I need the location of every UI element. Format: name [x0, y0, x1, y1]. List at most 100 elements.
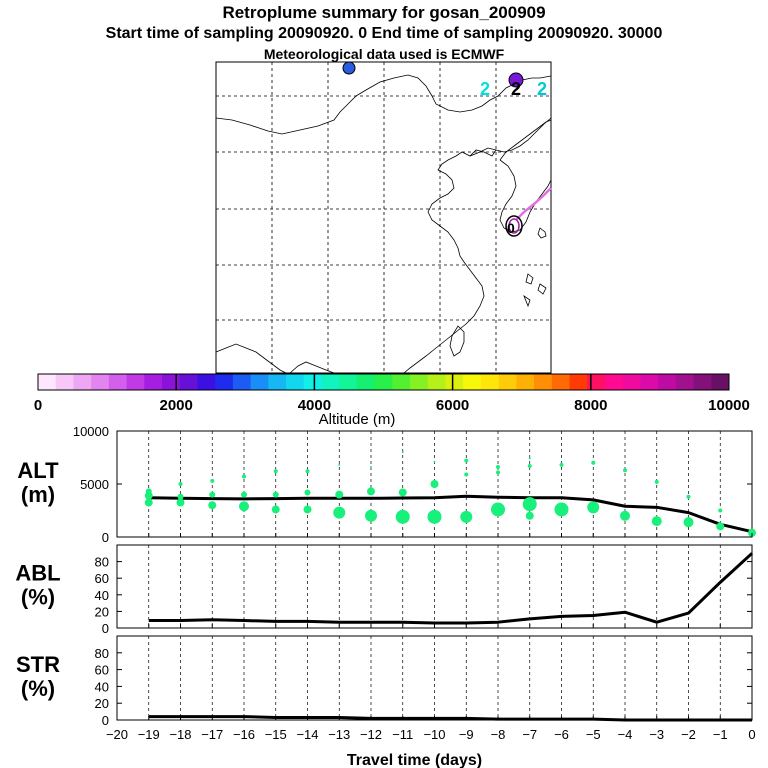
- x-tick-label: −16: [233, 727, 255, 742]
- colorbar-swatch: [250, 374, 269, 390]
- plume-cluster-point: [491, 502, 505, 517]
- colorbar-tick-label: 10000: [708, 397, 750, 414]
- x-tick-label: −12: [360, 727, 382, 742]
- colorbar-swatch: [179, 374, 198, 390]
- plume-cluster-point: [559, 462, 564, 467]
- y-tick-label: 80: [95, 555, 109, 570]
- plume-cluster-point: [303, 505, 312, 514]
- x-tick-label: 0: [748, 727, 755, 742]
- colorbar-swatch: [339, 374, 358, 390]
- plume-cluster-point: [620, 510, 630, 521]
- plume-cluster-point: [398, 488, 407, 497]
- x-tick-label: −18: [169, 727, 191, 742]
- series-line-abl: [148, 552, 754, 625]
- y-tick-label: 60: [95, 571, 109, 586]
- trajectory-path: [515, 187, 552, 221]
- plume-cluster-point: [144, 491, 153, 500]
- plume-cluster-point: [209, 491, 216, 498]
- x-tick-label: −8: [491, 727, 506, 742]
- map-gridlines: [216, 62, 551, 373]
- altitude-colorbar: 0 2000 4000 6000 8000 10000: [34, 373, 750, 414]
- plume-cluster-point: [528, 457, 531, 460]
- colorbar-swatch: [321, 374, 340, 390]
- panel-label: (m): [21, 482, 55, 507]
- plume-cluster-point: [591, 460, 596, 465]
- plume-cluster-point: [554, 502, 569, 517]
- panel-label: (%): [21, 676, 55, 701]
- plume-cluster-point: [623, 468, 627, 473]
- colorbar-swatch: [232, 374, 252, 390]
- x-tick-label: −14: [296, 727, 318, 742]
- plume-centroid-blue: [342, 61, 356, 75]
- panel-alt: 0 5000 10000 ALT(m): [17, 424, 756, 545]
- plume-cluster-point: [525, 511, 534, 520]
- plume-cluster-point: [178, 482, 183, 486]
- colorbar-swatch: [38, 374, 57, 390]
- colorbar-swatch: [551, 374, 570, 390]
- x-tick-label: −4: [618, 727, 633, 742]
- colorbar-swatch: [126, 374, 145, 390]
- x-axis-label: Travel time (days): [347, 752, 482, 768]
- plume-cluster-point: [370, 466, 372, 469]
- x-tick-label: −11: [392, 727, 413, 742]
- plume-cluster-point: [496, 465, 500, 470]
- plume-cluster-point: [241, 491, 247, 498]
- plume-cluster-point: [367, 487, 375, 496]
- colorbar-frame: [37, 373, 730, 391]
- colorbar-swatch: [569, 374, 588, 390]
- y-tick-label: 80: [95, 646, 109, 661]
- colorbar-swatch: [658, 374, 677, 390]
- map-cluster-label-3: 2: [537, 79, 547, 99]
- y-tick-label: 5000: [80, 477, 109, 492]
- plume-cluster-point: [651, 516, 662, 527]
- plume-cluster-point: [433, 460, 436, 463]
- x-tick-label: −1: [713, 727, 728, 742]
- plume-cluster-point: [210, 478, 215, 483]
- colorbar-tick-label: 0: [34, 397, 42, 414]
- colorbar-swatch: [604, 374, 624, 390]
- plume-cluster-point: [273, 469, 278, 474]
- x-tick-label: −2: [681, 727, 696, 742]
- plume-cluster-point: [683, 517, 694, 528]
- panel-label: ABL: [15, 561, 60, 586]
- colorbar-swatch: [356, 374, 376, 390]
- colorbar-swatch: [711, 374, 730, 390]
- colorbar-swatch: [91, 374, 110, 390]
- plume-cluster-point: [522, 497, 537, 512]
- plume-cluster-point: [654, 479, 659, 484]
- series-line-str: [148, 715, 752, 722]
- plume-cluster-point: [401, 451, 404, 454]
- colorbar-swatch: [215, 374, 234, 390]
- y-tick-label: 0: [102, 621, 109, 636]
- figure-title: Retroplume summary for gosan_200909: [222, 3, 546, 22]
- plume-cluster-point: [271, 505, 280, 514]
- x-tick-label: −6: [554, 727, 569, 742]
- plume-centroid-purple: [508, 72, 524, 88]
- plume-cluster-point: [464, 458, 469, 463]
- y-tick-label: 10000: [73, 424, 109, 439]
- y-tick-label: 20: [95, 696, 109, 711]
- y-tick-label: 0: [102, 530, 109, 545]
- colorbar-swatch: [374, 374, 393, 390]
- colorbar-tick-label: 8000: [574, 397, 607, 414]
- release-ring-inner: [508, 218, 520, 234]
- x-tick-label: −7: [522, 727, 537, 742]
- map-cluster-label-1: 2: [480, 79, 490, 99]
- plume-cluster-point: [305, 469, 310, 474]
- plume-cluster-point: [748, 528, 756, 537]
- x-tick-label: −20: [106, 727, 128, 742]
- plume-cluster-point: [272, 491, 279, 498]
- colorbar-swatch: [463, 374, 482, 390]
- plume-cluster-point: [718, 508, 723, 513]
- colorbar-swatch: [498, 374, 517, 390]
- release-site-label: 0: [507, 220, 515, 236]
- plume-cluster-point: [144, 498, 153, 507]
- time-series-panels: 0500010000ALT(m)020406080ABL(%)020406080…: [15, 424, 756, 768]
- colorbar-label: Altitude (m): [319, 411, 396, 428]
- colorbar-swatch: [534, 374, 553, 390]
- plume-cluster-point: [177, 493, 184, 500]
- colorbar-swatch: [516, 374, 535, 390]
- colorbar-swatch: [268, 374, 287, 390]
- y-tick-label: 40: [95, 588, 109, 603]
